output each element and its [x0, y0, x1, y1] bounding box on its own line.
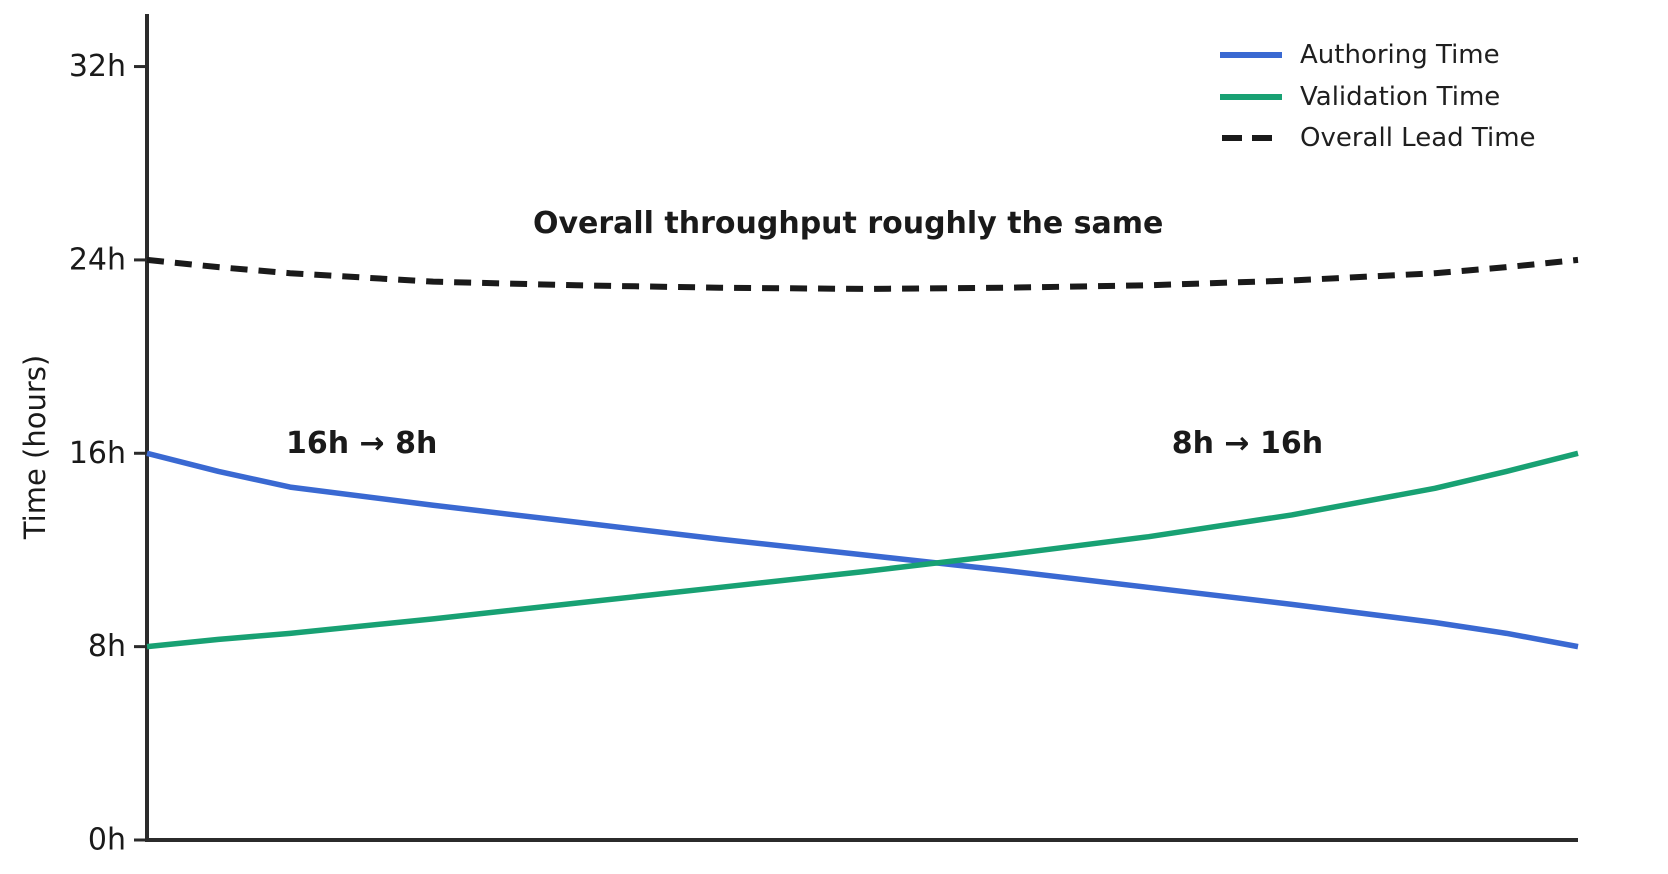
series-line-authoring-time — [146, 450, 1579, 650]
y-tick-label: 8h — [88, 629, 126, 664]
legend-entry-label: Validation Time — [1300, 82, 1500, 112]
y-axis-label: Time (hours) — [18, 355, 52, 540]
chart-annotations: Overall throughput roughly the same 16h →… — [286, 206, 1323, 461]
axes — [145, 14, 1578, 842]
legend-entry-label: Authoring Time — [1300, 40, 1500, 70]
series-lines — [146, 256, 1579, 650]
y-tick-label: 0h — [88, 823, 126, 858]
series-line-overall-lead-time — [146, 256, 1579, 292]
y-tick-label: 24h — [69, 242, 126, 277]
y-tick-label: 32h — [69, 49, 126, 84]
annotation-label-2: 8h → 16h — [1172, 426, 1323, 461]
legend: Authoring Time Validation Time Overall Lea… — [1220, 40, 1536, 153]
annotation-label-1: 16h → 8h — [286, 426, 437, 461]
series-line-validation-time — [146, 450, 1579, 650]
legend-entry-label: Overall Lead Time — [1300, 123, 1536, 153]
annotation-label-0: Overall throughput roughly the same — [533, 206, 1163, 241]
y-tick-label: 16h — [69, 436, 126, 471]
y-ticks: 0h 8h 16h 24h 32h — [69, 49, 147, 858]
